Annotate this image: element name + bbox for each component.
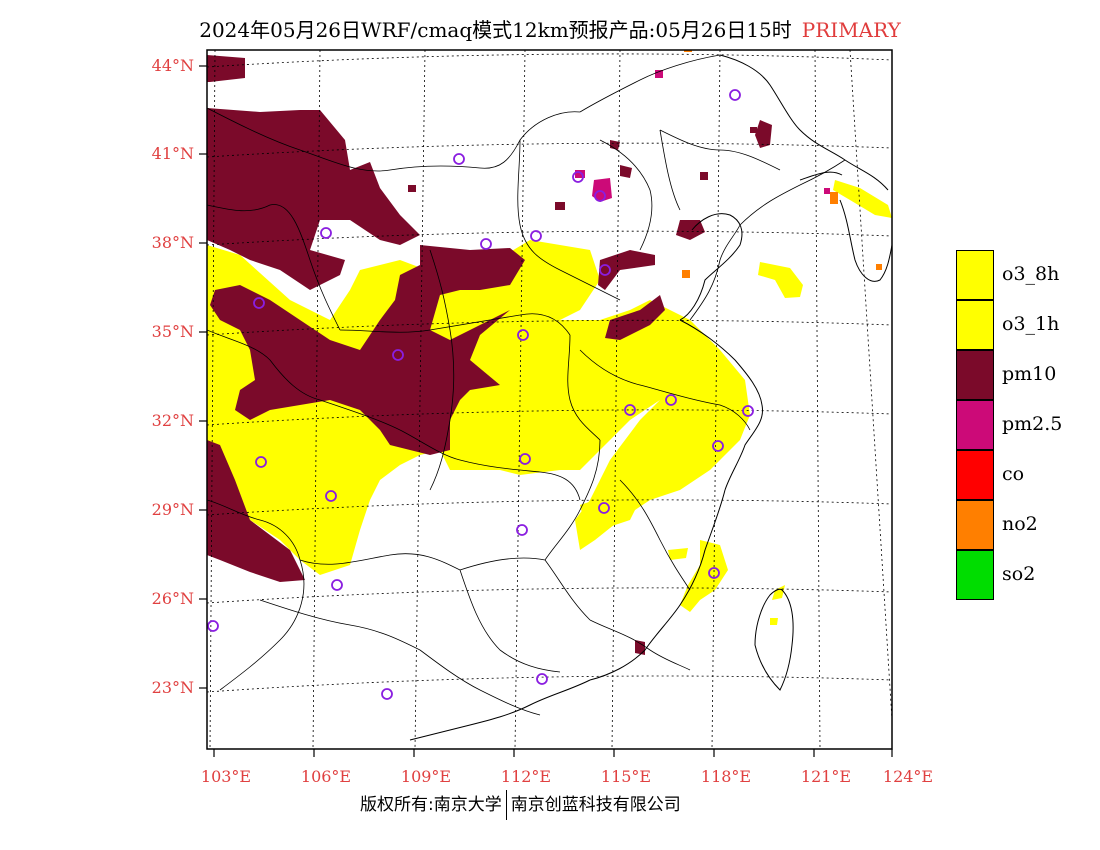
legend-swatch xyxy=(956,250,994,300)
lon-tick-label: 115°E xyxy=(600,767,652,786)
copyright-footer: 版权所有:南京大学 南京创蓝科技有限公司 xyxy=(360,790,681,820)
station-marker xyxy=(255,456,267,468)
copyright-left: 版权所有:南京大学 xyxy=(360,795,502,815)
station-marker xyxy=(599,264,611,276)
legend-swatch xyxy=(956,500,994,550)
station-marker xyxy=(516,524,528,536)
station-marker xyxy=(712,440,724,452)
legend-swatch xyxy=(956,300,994,350)
legend-label: o3_8h xyxy=(1002,263,1060,285)
station-marker xyxy=(453,153,465,165)
station-marker xyxy=(253,297,265,309)
title-mode: PRIMARY xyxy=(801,18,901,42)
lon-tick-label: 106°E xyxy=(300,767,352,786)
legend-swatch xyxy=(956,350,994,400)
legend-label: pm10 xyxy=(1002,363,1057,385)
no2-region xyxy=(682,50,882,278)
station-marker xyxy=(598,502,610,514)
station-marker xyxy=(594,190,606,202)
station-marker xyxy=(530,230,542,242)
station-marker xyxy=(624,404,636,416)
station-marker xyxy=(572,171,584,183)
lon-tick-label: 112°E xyxy=(500,767,552,786)
lon-tick-label: 124°E xyxy=(882,767,934,786)
legend-swatch xyxy=(956,550,994,600)
station-marker xyxy=(207,620,219,632)
station-marker xyxy=(480,238,492,250)
copyright-right: 南京创蓝科技有限公司 xyxy=(510,795,681,815)
lat-tick-label: 41°N xyxy=(151,144,194,163)
coastline xyxy=(409,54,892,741)
station-markers xyxy=(207,89,754,700)
legend-label: o3_1h xyxy=(1002,313,1060,335)
province-boundaries xyxy=(207,54,846,716)
legend-label: co xyxy=(1002,463,1025,485)
lat-tick-label: 29°N xyxy=(151,500,194,519)
station-marker xyxy=(729,89,741,101)
legend-swatch xyxy=(956,400,994,450)
lat-tick-label: 44°N xyxy=(151,56,194,75)
station-marker xyxy=(708,567,720,579)
lon-tick-label: 103°E xyxy=(200,767,252,786)
title-text: 2024年05月26日WRF/cmaq模式12km预报产品:05月26日15时 xyxy=(199,18,792,42)
station-marker xyxy=(665,394,677,406)
axis-ticks xyxy=(199,65,893,757)
lon-tick-label: 109°E xyxy=(400,767,452,786)
lat-tick-label: 23°N xyxy=(151,678,194,697)
station-marker xyxy=(320,227,332,239)
footer-divider xyxy=(505,790,507,820)
map-area xyxy=(207,50,892,749)
station-marker xyxy=(325,490,337,502)
map-frame xyxy=(206,49,893,750)
legend-label: no2 xyxy=(1002,513,1038,535)
legend-swatch xyxy=(956,450,994,500)
lat-tick-label: 26°N xyxy=(151,589,194,608)
station-marker xyxy=(381,688,393,700)
graticule xyxy=(207,50,892,749)
lon-tick-label: 121°E xyxy=(800,767,852,786)
pm10-region xyxy=(207,55,772,655)
station-marker xyxy=(517,329,529,341)
station-marker xyxy=(519,453,531,465)
map-title: 2024年05月26日WRF/cmaq模式12km预报产品:05月26日15时 P… xyxy=(0,14,1100,43)
legend-label: pm2.5 xyxy=(1002,413,1063,435)
lon-tick-label: 118°E xyxy=(700,767,752,786)
station-marker xyxy=(392,349,404,361)
station-marker xyxy=(331,579,343,591)
lat-tick-label: 38°N xyxy=(151,233,194,252)
station-marker xyxy=(536,673,548,685)
lat-tick-label: 35°N xyxy=(151,322,194,341)
station-marker xyxy=(742,405,754,417)
lat-tick-label: 32°N xyxy=(151,411,194,430)
legend-label: so2 xyxy=(1002,563,1036,585)
